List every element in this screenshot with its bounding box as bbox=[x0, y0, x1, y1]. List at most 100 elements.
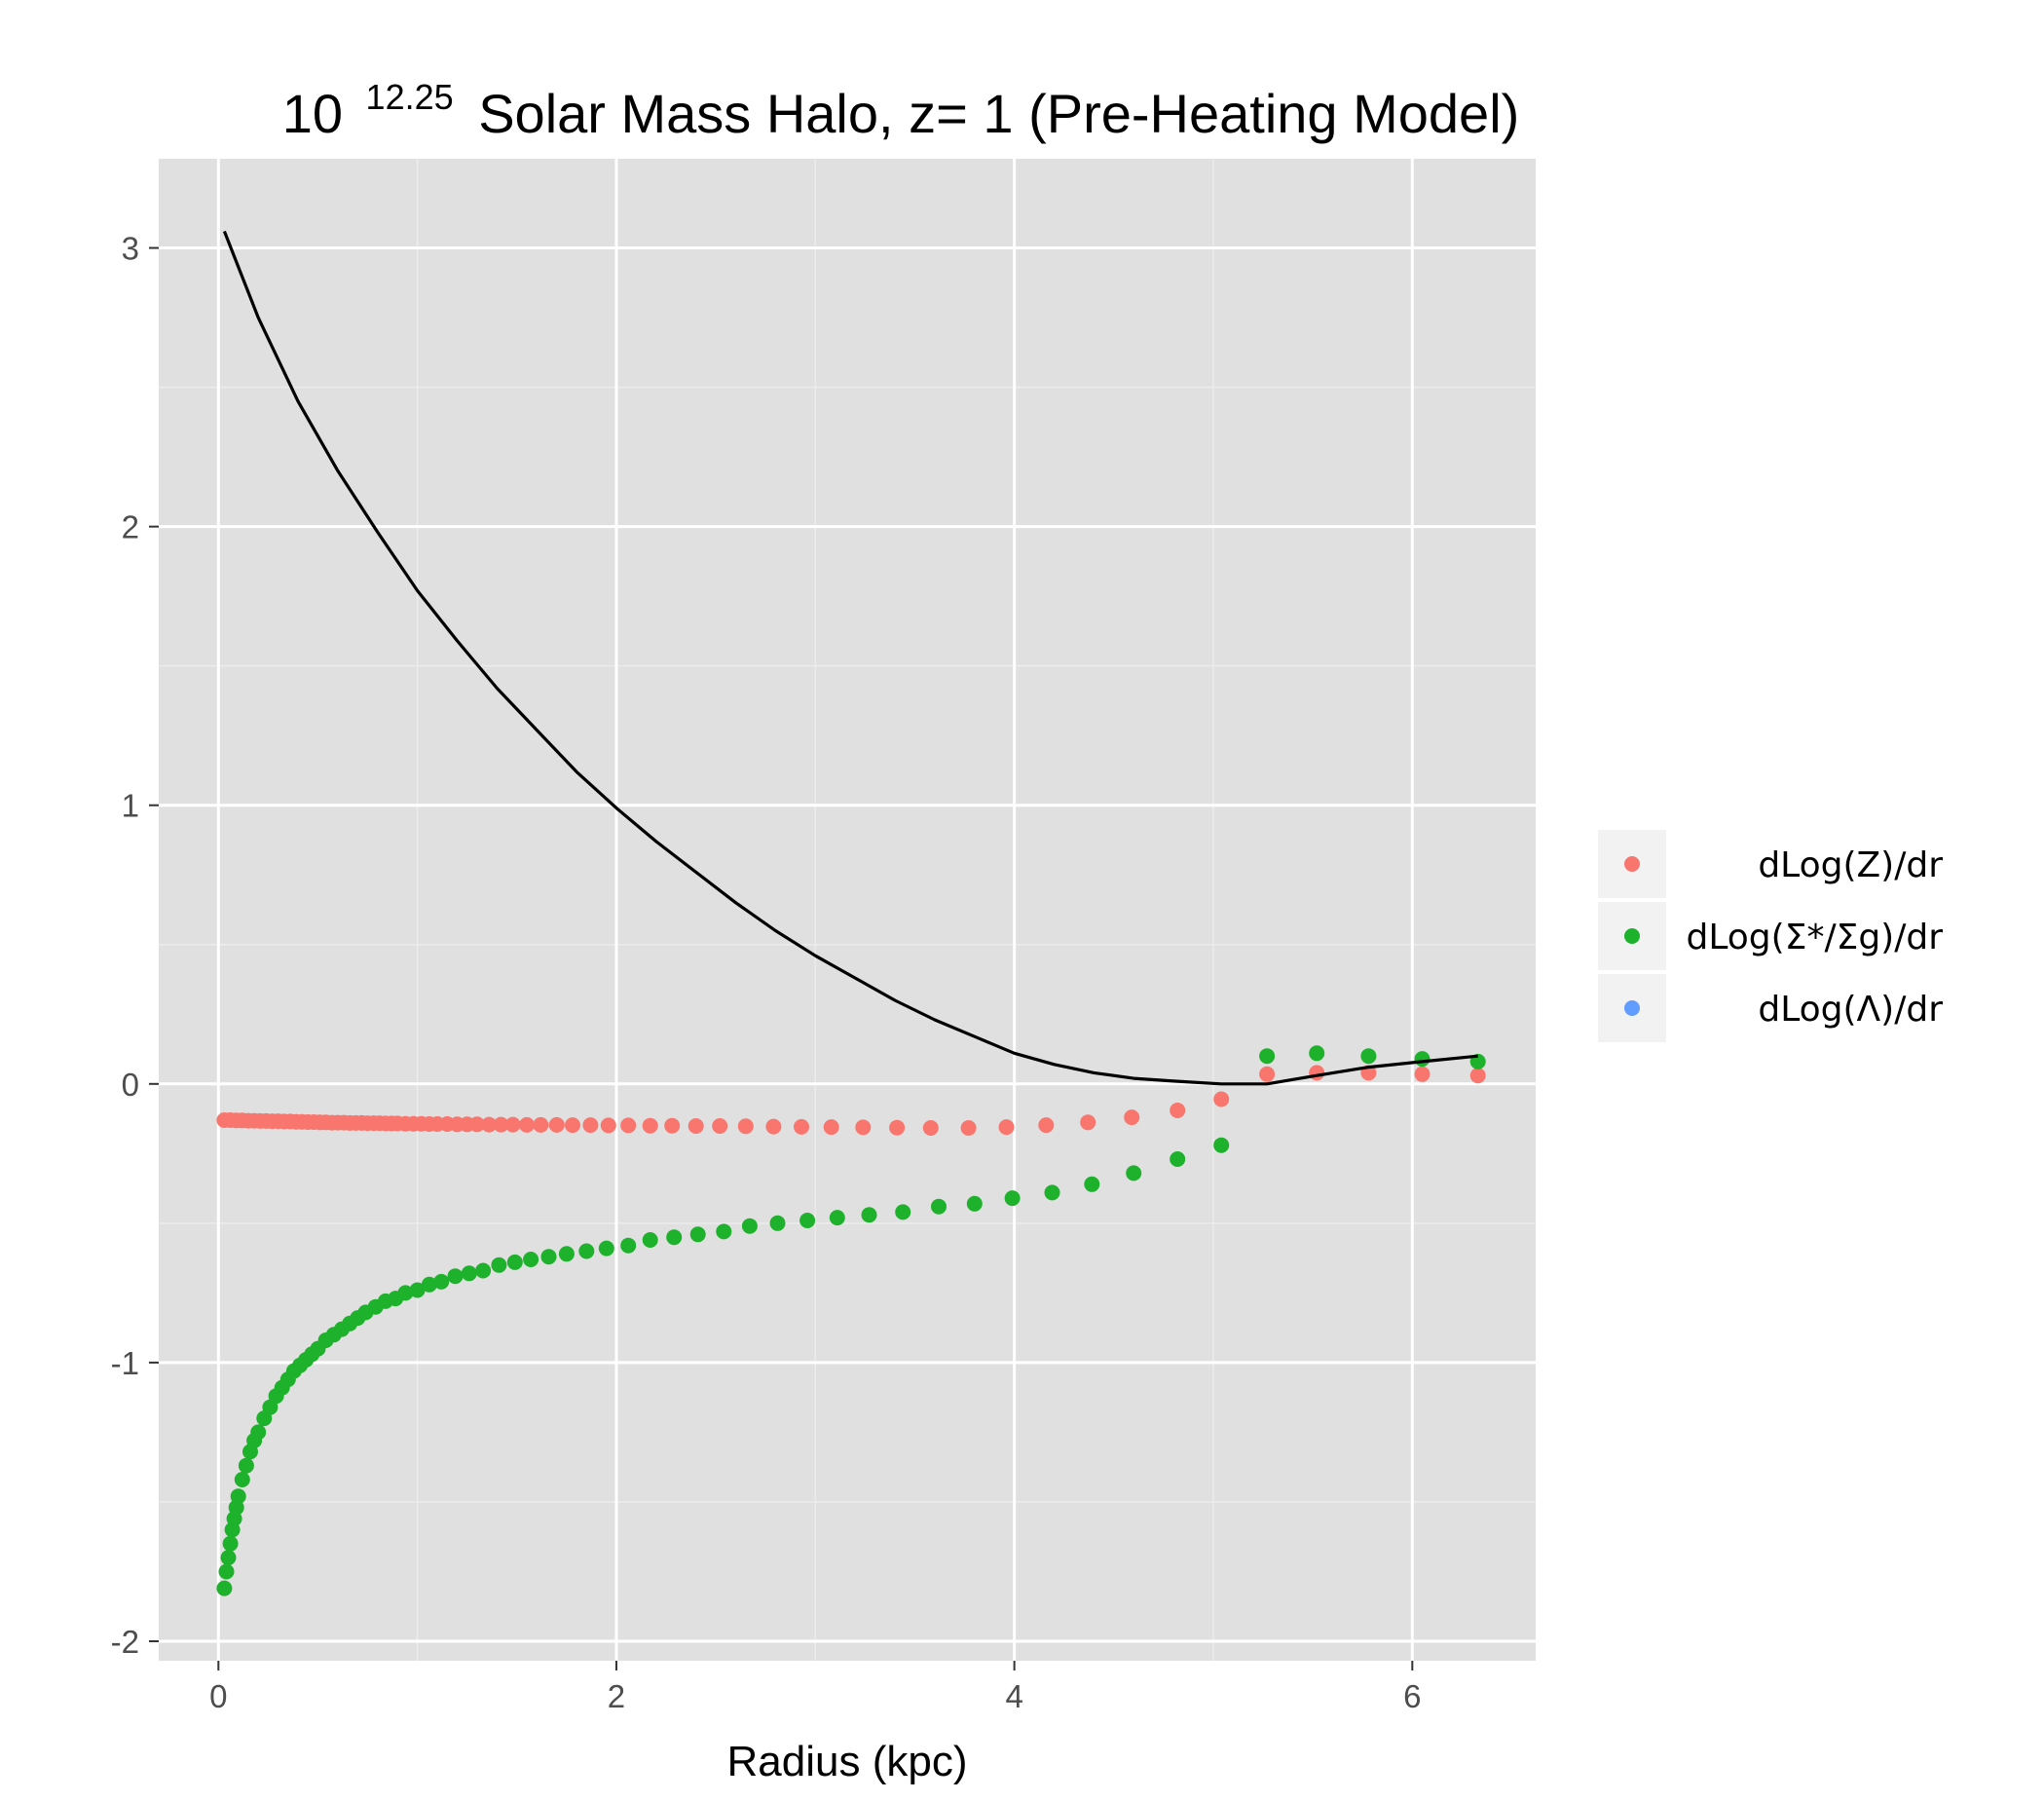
data-point bbox=[712, 1118, 728, 1134]
data-point bbox=[523, 1252, 539, 1267]
data-point bbox=[861, 1207, 877, 1223]
legend-label: dLog(Λ)/dr bbox=[1758, 990, 1943, 1030]
data-point bbox=[889, 1119, 906, 1136]
data-point bbox=[481, 1116, 498, 1133]
x-axis: 0 2 4 6 bbox=[209, 1661, 1421, 1714]
data-point bbox=[238, 1457, 254, 1474]
y-tick-label: 0 bbox=[122, 1067, 139, 1103]
data-point bbox=[220, 1550, 237, 1566]
data-point bbox=[823, 1119, 839, 1136]
y-tick-label: -2 bbox=[111, 1624, 139, 1660]
data-point bbox=[533, 1116, 549, 1133]
data-point bbox=[1124, 1109, 1140, 1126]
data-point bbox=[506, 1254, 523, 1270]
chart-title: 10 12.25 Solar Mass Halo, z= 1 (Pre-Heat… bbox=[282, 59, 1520, 144]
data-point bbox=[1084, 1176, 1100, 1192]
x-tick-label: 4 bbox=[1005, 1678, 1022, 1714]
data-point bbox=[1044, 1184, 1060, 1201]
data-point bbox=[960, 1120, 977, 1136]
data-point bbox=[540, 1249, 557, 1265]
data-point bbox=[409, 1282, 426, 1298]
data-point bbox=[689, 1226, 706, 1243]
data-point bbox=[519, 1116, 535, 1133]
data-point bbox=[504, 1116, 521, 1133]
y-tick-label: -1 bbox=[111, 1345, 139, 1381]
data-point bbox=[1414, 1051, 1431, 1068]
legend-symbol bbox=[1624, 928, 1640, 944]
data-point bbox=[598, 1240, 614, 1257]
x-tick-label: 2 bbox=[608, 1678, 625, 1714]
data-point bbox=[491, 1257, 507, 1273]
data-point bbox=[1309, 1065, 1325, 1081]
data-point bbox=[558, 1246, 575, 1262]
series-line bbox=[222, 230, 1478, 1086]
data-point bbox=[1259, 1048, 1276, 1065]
y-axis: -2 -1 0 1 2 3 bbox=[111, 231, 159, 1660]
data-point bbox=[218, 1563, 235, 1580]
data-point bbox=[1038, 1117, 1055, 1134]
legend: dLog(Z)/dr dLog(Σ*/Σg)/dr dLog(Λ)/dr bbox=[1598, 830, 1943, 1042]
data-point bbox=[234, 1472, 250, 1487]
data-point bbox=[741, 1218, 758, 1234]
series-1-points bbox=[216, 1045, 1486, 1596]
data-point bbox=[1126, 1165, 1142, 1182]
data-point bbox=[447, 1268, 464, 1285]
data-point bbox=[548, 1116, 565, 1133]
y-tick-label: 2 bbox=[122, 509, 139, 545]
data-point bbox=[1259, 1066, 1276, 1082]
grid-major bbox=[159, 159, 1536, 1661]
legend-symbol bbox=[1624, 1000, 1640, 1016]
data-point bbox=[222, 1535, 239, 1552]
data-point bbox=[931, 1198, 947, 1215]
data-point bbox=[716, 1223, 732, 1240]
x-tick-label: 6 bbox=[1403, 1678, 1421, 1714]
data-point bbox=[1170, 1151, 1186, 1167]
data-point bbox=[1309, 1045, 1325, 1062]
data-point bbox=[493, 1116, 509, 1133]
data-point bbox=[250, 1424, 267, 1441]
data-point bbox=[230, 1488, 246, 1505]
plot-panel bbox=[159, 159, 1536, 1661]
data-point bbox=[666, 1229, 683, 1246]
data-point bbox=[565, 1117, 580, 1134]
data-point bbox=[475, 1262, 492, 1279]
y-tick-label: 3 bbox=[122, 231, 139, 267]
data-point bbox=[1170, 1103, 1186, 1118]
data-point bbox=[600, 1117, 616, 1134]
data-point bbox=[468, 1116, 485, 1133]
legend-label: dLog(Z)/dr bbox=[1758, 845, 1943, 885]
data-point bbox=[1213, 1091, 1230, 1107]
data-point bbox=[664, 1117, 681, 1134]
data-point bbox=[737, 1118, 754, 1135]
data-point bbox=[1360, 1048, 1377, 1065]
data-point bbox=[895, 1204, 911, 1220]
data-point bbox=[1213, 1137, 1230, 1153]
y-tick-label: 1 bbox=[122, 788, 139, 824]
data-point bbox=[620, 1117, 637, 1134]
data-point bbox=[216, 1580, 233, 1596]
data-point bbox=[620, 1237, 637, 1254]
chart-title-rest: Solar Mass Halo, z= 1 (Pre-Heating Model… bbox=[478, 83, 1519, 144]
grid-minor bbox=[159, 159, 1536, 1661]
legend-label: dLog(Σ*/Σg)/dr bbox=[1687, 918, 1944, 957]
data-point bbox=[421, 1276, 437, 1293]
data-point bbox=[799, 1213, 816, 1228]
data-point bbox=[461, 1265, 477, 1282]
data-point bbox=[582, 1117, 599, 1134]
data-point bbox=[688, 1118, 704, 1134]
chart-title-exponent: 12.25 bbox=[366, 77, 454, 117]
data-point bbox=[642, 1117, 658, 1134]
data-point bbox=[966, 1195, 983, 1212]
x-axis-title: Radius (kpc) bbox=[727, 1738, 968, 1785]
data-point bbox=[433, 1273, 450, 1290]
data-point bbox=[1080, 1114, 1096, 1131]
data-point bbox=[829, 1210, 845, 1226]
data-point bbox=[397, 1285, 414, 1301]
data-point bbox=[922, 1120, 939, 1136]
data-point bbox=[765, 1118, 782, 1135]
data-point bbox=[998, 1119, 1015, 1136]
data-point bbox=[578, 1243, 595, 1259]
data-point bbox=[1004, 1190, 1021, 1207]
data-point bbox=[1469, 1068, 1486, 1084]
